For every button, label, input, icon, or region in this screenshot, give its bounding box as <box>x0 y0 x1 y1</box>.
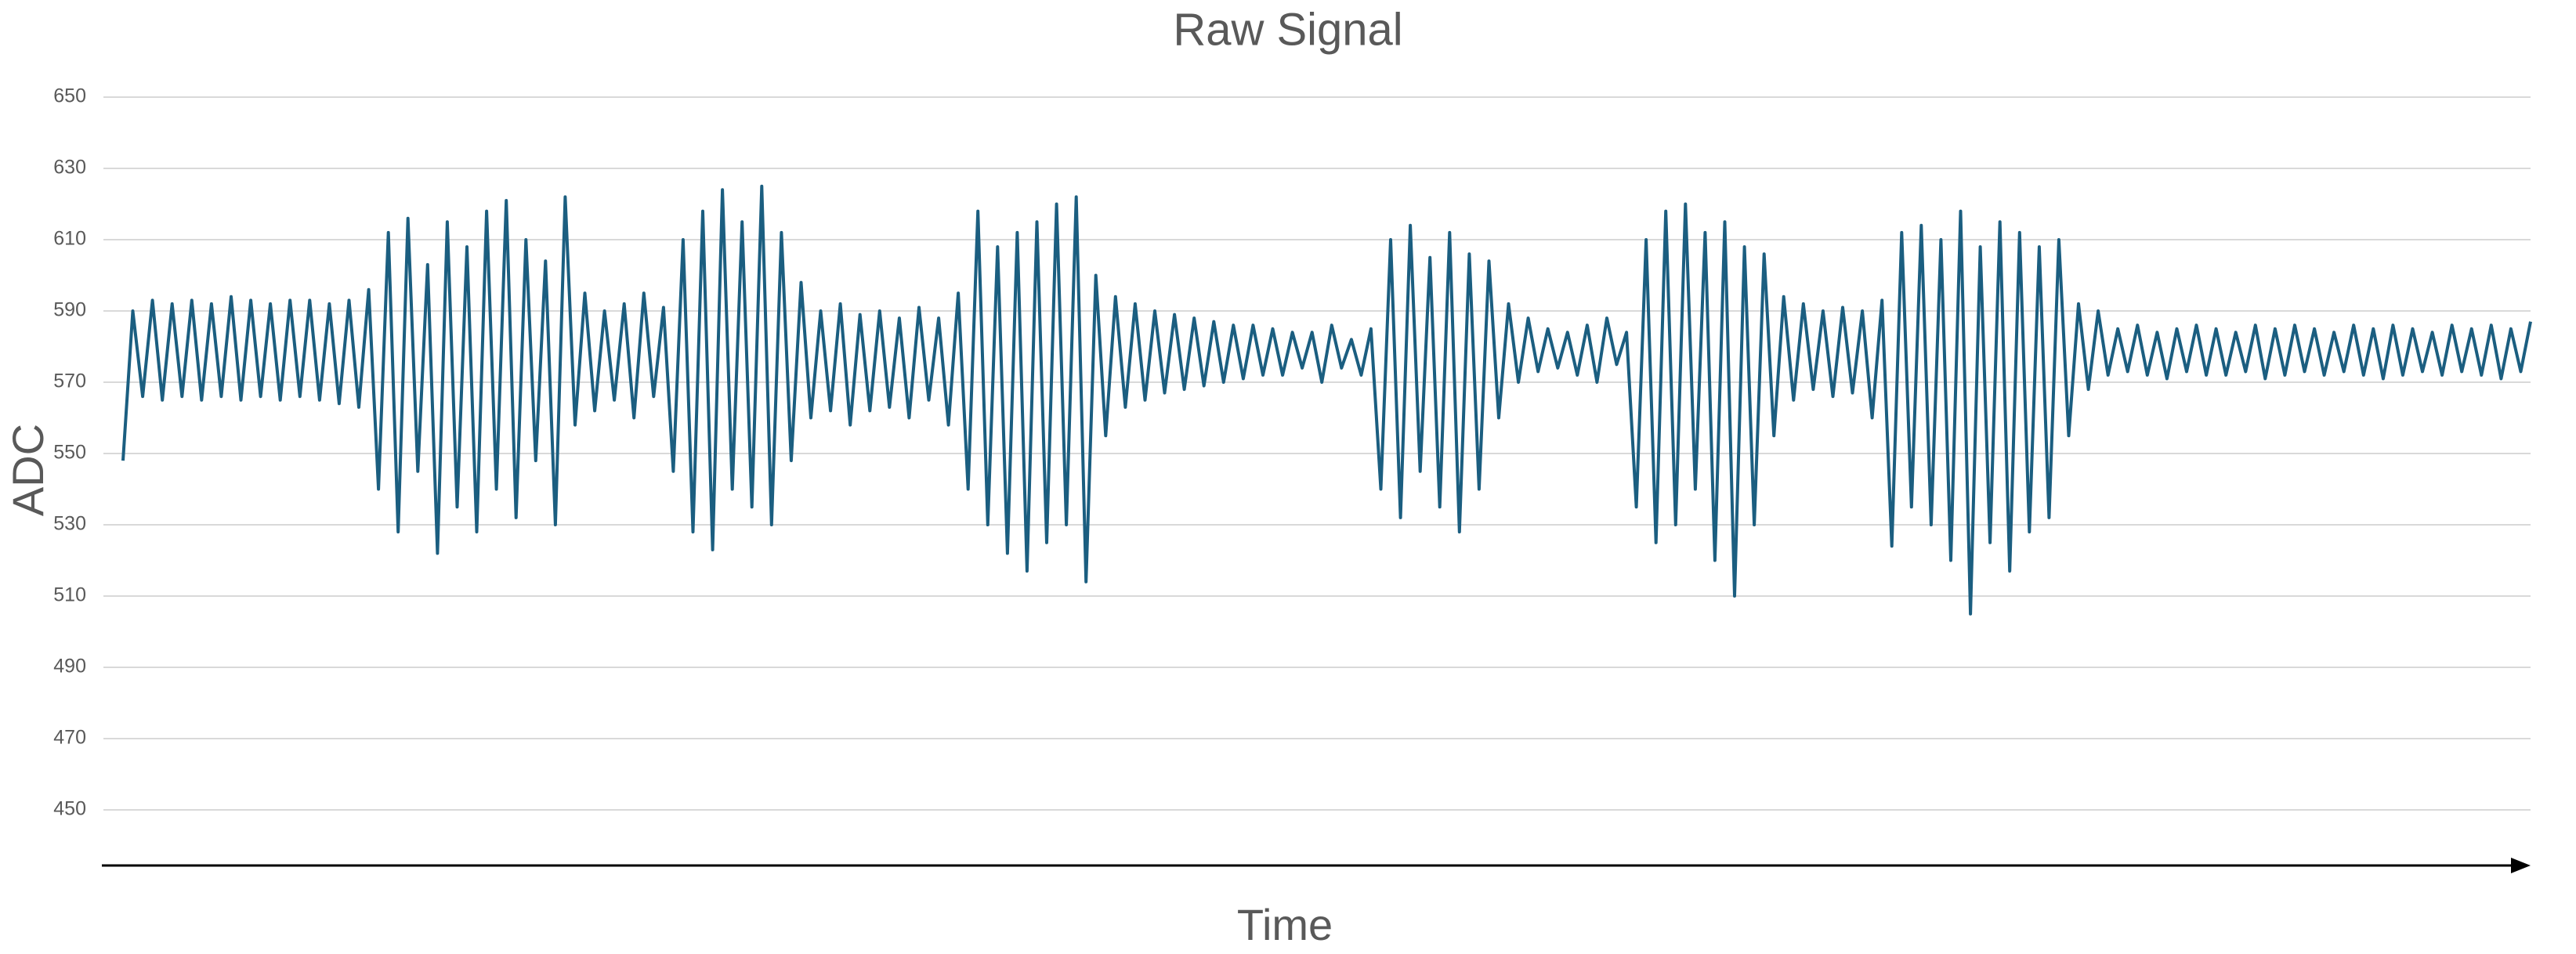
y-axis-label: ADC <box>3 424 52 516</box>
signal-line <box>121 184 2532 616</box>
y-tick-label: 490 <box>53 656 86 678</box>
time-axis <box>102 858 2531 873</box>
chart-title: Raw Signal <box>1173 4 1402 55</box>
y-tick-label: 510 <box>53 584 86 606</box>
y-tick-label: 610 <box>53 228 86 250</box>
y-tick-label: 450 <box>53 798 86 820</box>
y-tick-label: 530 <box>53 513 86 535</box>
time-axis-arrow <box>2511 858 2531 873</box>
y-tick-label: 570 <box>53 370 86 392</box>
y-tick-label: 470 <box>53 727 86 749</box>
y-tick-label: 650 <box>53 85 86 107</box>
y-tick-label: 630 <box>53 157 86 179</box>
y-tick-label: 590 <box>53 299 86 321</box>
x-axis-label: Time <box>1237 900 1333 949</box>
y-tick-label: 550 <box>53 442 86 464</box>
